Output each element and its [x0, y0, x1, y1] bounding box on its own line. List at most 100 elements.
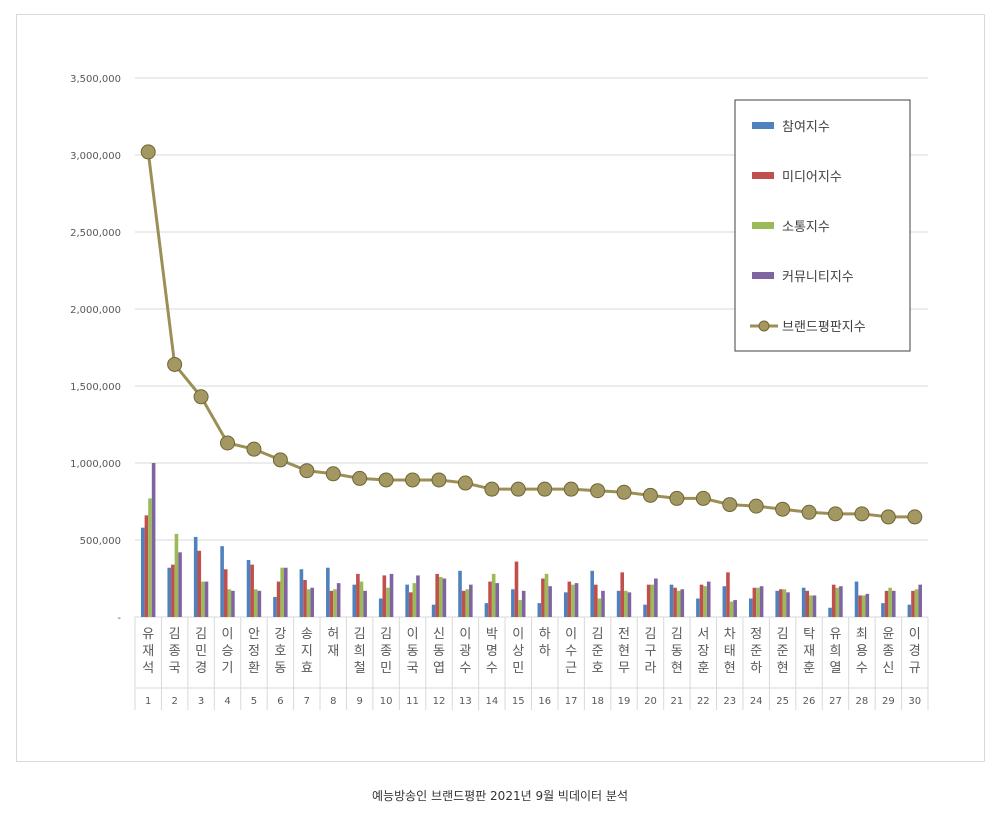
bar: [676, 590, 681, 617]
bar: [306, 589, 311, 617]
bar: [680, 589, 685, 617]
bar: [253, 589, 258, 617]
category-table: [134, 617, 929, 710]
x-rank-label: 11: [406, 696, 419, 707]
bar: [812, 595, 817, 617]
bar: [616, 590, 621, 617]
legend-marker: [758, 320, 770, 332]
bar: [854, 581, 859, 617]
bar: [703, 586, 707, 617]
bar: [786, 592, 790, 617]
bar: [408, 592, 413, 617]
x-rank-label: 7: [304, 696, 310, 707]
bar: [491, 573, 496, 617]
bar: [620, 572, 625, 617]
bar: [283, 567, 288, 617]
bar: [405, 584, 409, 617]
bar: [329, 590, 334, 617]
bar: [748, 598, 753, 617]
y-tick-label: 2,500,000: [70, 228, 121, 239]
line-point: [325, 466, 341, 482]
x-rank-label: 21: [671, 696, 684, 707]
bar: [756, 587, 760, 617]
bar: [514, 561, 519, 617]
line-point: [299, 463, 315, 479]
line-point: [352, 470, 368, 486]
bar: [548, 586, 552, 617]
x-rank-label: 5: [251, 696, 257, 707]
line-point: [431, 472, 447, 488]
line-point: [854, 506, 870, 522]
x-rank-label: 22: [697, 696, 710, 707]
legend-swatch: [752, 172, 774, 179]
legend-swatch: [752, 122, 774, 129]
x-rank-label: 14: [485, 696, 498, 707]
bar: [805, 590, 810, 617]
x-rank-label: 25: [776, 696, 789, 707]
bar: [729, 601, 734, 617]
bar: [571, 584, 575, 617]
bar: [246, 560, 251, 617]
x-rank-label: 27: [829, 696, 842, 707]
x-rank-label: 10: [380, 696, 393, 707]
bar: [336, 583, 341, 617]
bar: [167, 567, 172, 617]
bar: [541, 578, 545, 617]
y-tick-label: 1,500,000: [70, 382, 121, 393]
bar: [389, 573, 394, 617]
line-point: [272, 452, 288, 468]
x-rank-label: 12: [433, 696, 446, 707]
bar: [563, 592, 568, 617]
bar: [299, 569, 304, 617]
bar: [193, 536, 198, 617]
bar-series: [141, 527, 912, 617]
bar: [881, 603, 885, 617]
legend-label: 커뮤니티지수: [782, 270, 854, 285]
bar: [442, 578, 447, 617]
bar: [141, 527, 145, 617]
legend-swatch: [752, 222, 774, 229]
line-point: [484, 481, 500, 497]
bar: [590, 570, 594, 617]
x-rank-label: 28: [856, 696, 869, 707]
bar: [601, 590, 605, 617]
x-rank-label: 2: [171, 696, 177, 707]
bar: [356, 573, 360, 617]
x-rank-label: 19: [618, 696, 631, 707]
bar: [352, 584, 357, 617]
bar: [204, 581, 209, 617]
x-rank-label: 15: [512, 696, 525, 707]
line-point: [907, 509, 923, 525]
bar: [257, 590, 262, 617]
bar: [250, 564, 254, 617]
bar: [178, 552, 182, 617]
x-rank-label: 1: [145, 696, 151, 707]
x-rank-label: 6: [277, 696, 283, 707]
line-point: [167, 356, 183, 372]
bar: [888, 587, 892, 617]
bar: [484, 603, 489, 617]
bar: [726, 572, 730, 617]
bar: [363, 590, 367, 617]
x-rank-label: 16: [538, 696, 551, 707]
bar: [359, 581, 364, 617]
x-rank-label: 23: [723, 696, 736, 707]
bar: [759, 586, 764, 617]
bar: [865, 593, 870, 617]
line-point: [748, 498, 764, 514]
x-rank-label: 4: [224, 696, 230, 707]
line-point: [378, 472, 394, 488]
